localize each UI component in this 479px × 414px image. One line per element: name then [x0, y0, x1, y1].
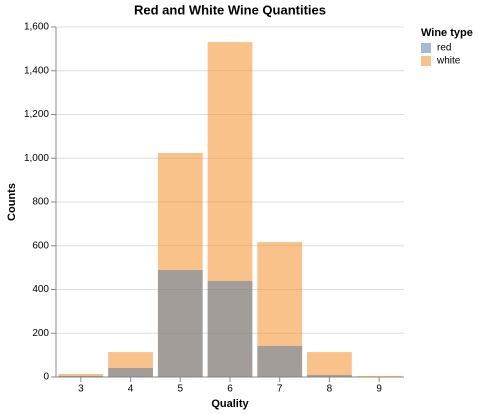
y-axis-title: Counts — [6, 183, 18, 221]
legend-swatch — [421, 43, 431, 53]
bar — [307, 375, 352, 377]
x-tick-label: 5 — [178, 384, 184, 395]
y-tick-label: 1,400 — [24, 65, 49, 76]
x-tick-label: 3 — [78, 384, 84, 395]
x-tick-label: 6 — [227, 384, 233, 395]
legend-label: red — [437, 43, 451, 54]
x-tick-label: 8 — [327, 384, 333, 395]
bar — [356, 375, 402, 377]
bar — [207, 280, 253, 377]
x-tick-label: 4 — [128, 384, 134, 395]
chart-title: Red and White Wine Quantities — [134, 2, 326, 17]
bar — [257, 345, 303, 377]
bar — [58, 375, 104, 377]
bar — [108, 368, 153, 377]
x-tick-label: 9 — [376, 384, 382, 395]
bar — [58, 373, 104, 377]
legend-title: Wine type — [421, 27, 473, 39]
y-tick-label: 200 — [32, 328, 49, 339]
y-tick-label: 800 — [32, 197, 49, 208]
y-tick-label: 400 — [32, 284, 49, 295]
legend-label: white — [436, 56, 461, 67]
legend-swatch — [421, 56, 431, 66]
x-axis-title: Quality — [211, 398, 249, 410]
y-tick-label: 1,200 — [24, 109, 49, 120]
y-tick-label: 1,600 — [24, 22, 49, 33]
y-tick-label: 1,000 — [24, 153, 49, 164]
y-tick-label: 600 — [32, 240, 49, 251]
bar — [307, 352, 352, 377]
y-tick-label: 0 — [43, 372, 49, 383]
bar — [157, 270, 203, 377]
x-tick-label: 7 — [277, 384, 283, 395]
